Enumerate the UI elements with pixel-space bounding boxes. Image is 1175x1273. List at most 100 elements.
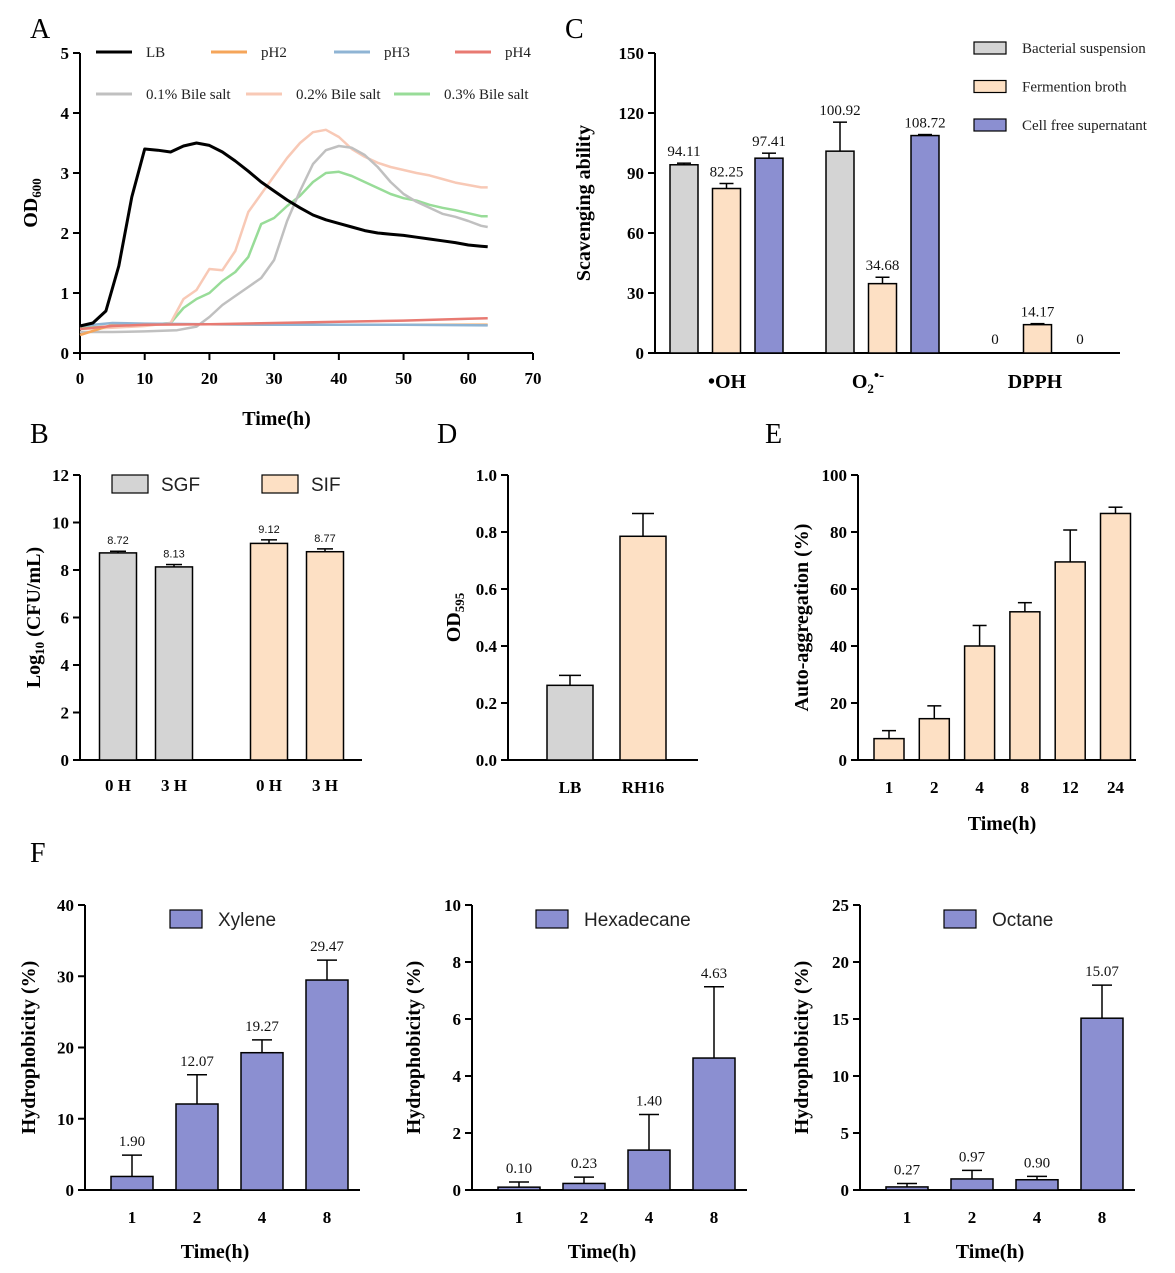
data-label: 29.47 xyxy=(310,939,344,955)
x-tick-label: 1 xyxy=(128,1208,137,1227)
legend-label: Xylene xyxy=(218,910,276,931)
legend-swatch xyxy=(535,909,569,929)
data-label: 82.25 xyxy=(710,165,744,181)
bar-hydrophobicity xyxy=(692,1057,736,1191)
y-tick-label: 40 xyxy=(830,637,847,656)
y-tick-label: 20 xyxy=(832,953,849,972)
x-tick-label: 4 xyxy=(1033,1208,1042,1227)
bar-hydrophobicity xyxy=(305,979,349,1191)
x-axis-title: Time(h) xyxy=(956,1241,1025,1263)
y-tick-label: 40 xyxy=(57,896,74,915)
y-tick-label: 1 xyxy=(61,284,70,303)
x-tick-label: 70 xyxy=(525,369,542,388)
panel-letter-c: C xyxy=(565,14,584,45)
bar-bacterial-suspension xyxy=(825,150,855,354)
y-tick-label: 6 xyxy=(453,1010,462,1029)
y-tick-label: 0 xyxy=(453,1181,462,1200)
data-label: 1.90 xyxy=(119,1134,145,1150)
y-axis-title: Auto-aggregation (%) xyxy=(791,524,813,712)
y-tick-label: 0.4 xyxy=(476,637,498,656)
y-tick-label: 2 xyxy=(61,704,70,723)
bar-cell-free-supernatant xyxy=(910,134,940,354)
bar-cell-free-supernatant xyxy=(754,157,784,354)
y-tick-label: 0 xyxy=(66,1181,75,1200)
legend-label: pH2 xyxy=(261,45,287,61)
legend-label: Octane xyxy=(992,910,1053,931)
data-label: 15.07 xyxy=(1085,964,1119,980)
x-axis-title: Time(h) xyxy=(242,408,311,430)
data-label: 0.10 xyxy=(506,1161,532,1177)
y-tick-label: 1.0 xyxy=(476,466,497,485)
legend-label: pH3 xyxy=(384,45,410,61)
x-tick-label: 0 xyxy=(76,369,85,388)
y-axis-title: OD595 xyxy=(443,592,467,642)
legend-label: 0.1% Bile salt xyxy=(146,87,231,103)
line-series-0-2-bile-salt xyxy=(79,128,488,331)
y-tick-label: 0 xyxy=(61,751,70,770)
legend-label: Bacterial suspension xyxy=(1022,41,1146,57)
y-tick-label: 30 xyxy=(57,967,74,986)
y-tick-label: 8 xyxy=(61,561,70,580)
y-tick-label: 5 xyxy=(841,1124,850,1143)
y-tick-label: 20 xyxy=(57,1039,74,1058)
data-label: 0.23 xyxy=(571,1156,597,1172)
data-label: 8.72 xyxy=(107,535,128,547)
legend-label: SGF xyxy=(161,475,200,496)
x-tick-label: 8 xyxy=(1098,1208,1107,1227)
data-label: 1.40 xyxy=(636,1093,662,1109)
y-tick-label: 0.2 xyxy=(476,694,497,713)
line-series-lb xyxy=(79,141,488,328)
x-tick-label: 2 xyxy=(930,778,939,797)
bar-fermention-broth xyxy=(711,187,742,354)
y-tick-label: 12 xyxy=(52,466,69,485)
line-series-0-3-bile-salt xyxy=(79,170,488,330)
data-label: 8.77 xyxy=(314,533,335,545)
x-tick-label: 1 xyxy=(885,778,894,797)
panel-letter-a: A xyxy=(30,14,51,45)
bar-aggregation xyxy=(1054,561,1086,761)
y-axis-title: Hydrophobicity (%) xyxy=(791,961,813,1135)
legend-swatch xyxy=(111,474,149,494)
x-tick-label: 8 xyxy=(1021,778,1030,797)
y-tick-label: 150 xyxy=(619,44,645,63)
y-axis-title: OD600 xyxy=(20,178,44,228)
bar-sgf xyxy=(154,566,194,761)
data-label: 0.97 xyxy=(959,1149,986,1165)
x-tick-label: 12 xyxy=(1062,778,1079,797)
y-tick-label: 25 xyxy=(832,896,849,915)
data-label: 34.68 xyxy=(866,258,900,274)
y-tick-label: 10 xyxy=(444,896,461,915)
chart-f-hexadecane: 0 2 4 6 8 10 0.10 1 0.23 2 1.40 4 4.63 8 Hydrophobicit… xyxy=(403,896,747,1263)
data-label: 0.27 xyxy=(894,1163,921,1179)
y-tick-label: 6 xyxy=(61,609,70,628)
bar-hydrophobicity xyxy=(497,1186,541,1191)
y-tick-label: 4 xyxy=(61,104,70,123)
x-tick-label: 0 H xyxy=(105,776,131,795)
x-tick-label: 40 xyxy=(330,369,347,388)
y-tick-label: 4 xyxy=(453,1067,462,1086)
x-tick-label: 10 xyxy=(136,369,153,388)
legend-label: 0.3% Bile salt xyxy=(444,87,529,103)
legend-swatch xyxy=(261,474,299,494)
x-tick-label: 4 xyxy=(258,1208,267,1227)
y-tick-label: 15 xyxy=(832,1010,849,1029)
x-tick-label: 30 xyxy=(266,369,283,388)
bar-bacterial-suspension xyxy=(669,164,699,354)
chart-f-xylene: 0 10 20 30 40 1.90 1 12.07 2 19.27 4 29.47 8 Hydropho… xyxy=(18,896,360,1263)
legend-swatch xyxy=(973,41,1007,55)
y-tick-label: 20 xyxy=(830,694,847,713)
y-axis-title: Log10 (CFU/mL) xyxy=(23,547,47,688)
x-tick-label: 8 xyxy=(710,1208,719,1227)
y-axis-title: Scavenging ability xyxy=(573,125,595,281)
panel-letter-d: D xyxy=(437,419,457,450)
data-label: 8.13 xyxy=(163,549,184,561)
bar-hydrophobicity xyxy=(562,1182,606,1191)
legend-swatch xyxy=(169,909,203,929)
bar-hydrophobicity xyxy=(950,1178,994,1191)
data-label: 0.90 xyxy=(1024,1155,1050,1171)
y-tick-label: 8 xyxy=(453,953,462,972)
bar-aggregation xyxy=(918,717,951,761)
bar-aggregation xyxy=(1099,512,1132,761)
y-tick-label: 5 xyxy=(61,44,70,63)
